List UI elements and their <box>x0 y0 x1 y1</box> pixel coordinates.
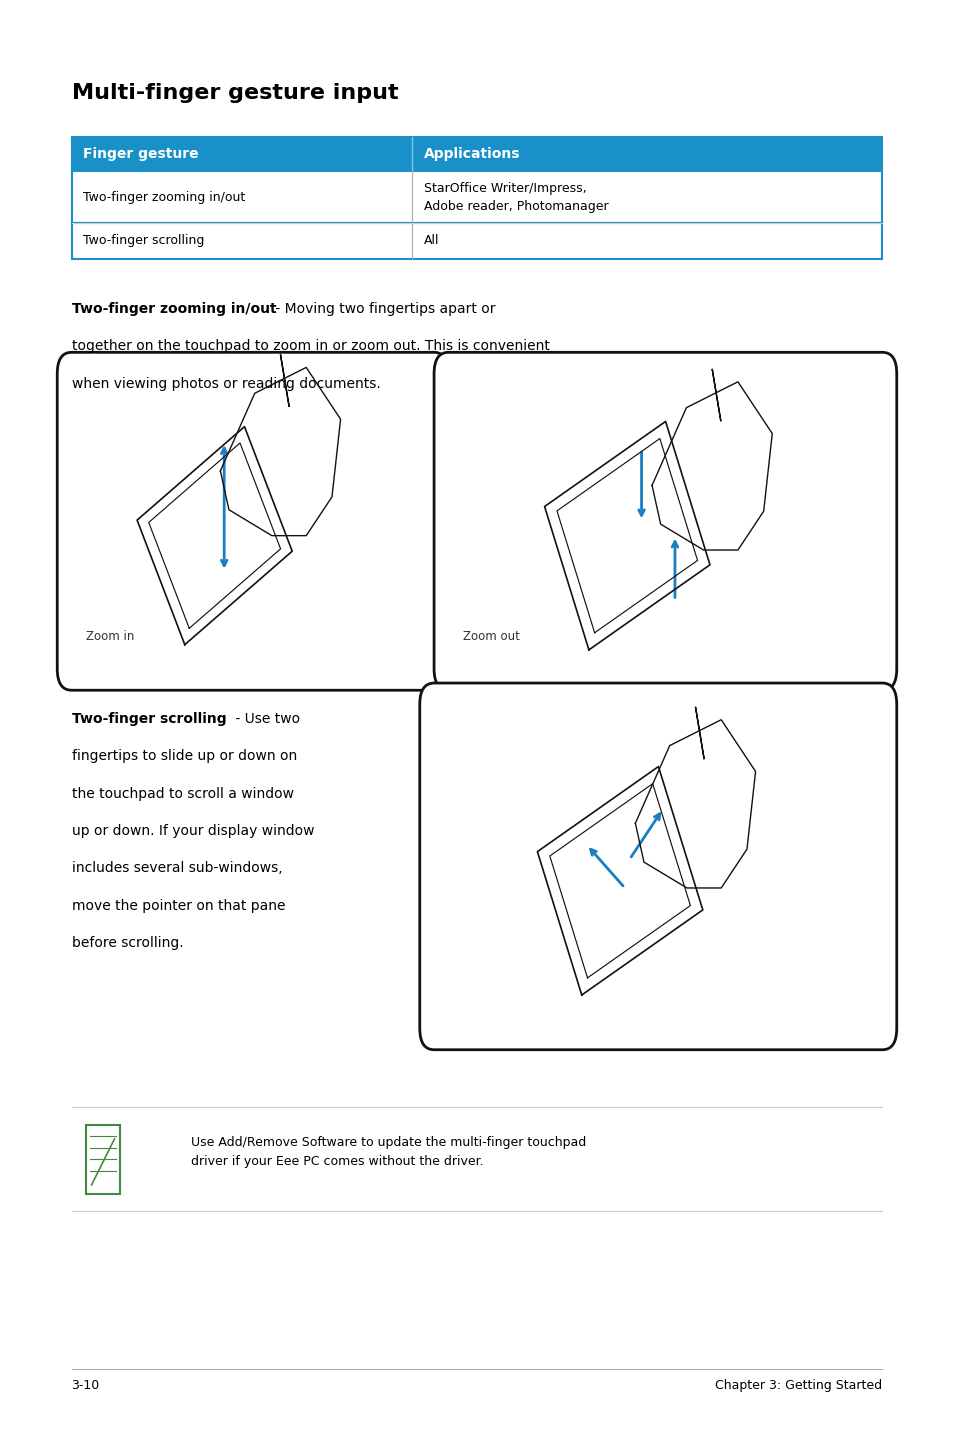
FancyBboxPatch shape <box>71 171 882 223</box>
Text: together on the touchpad to zoom in or zoom out. This is convenient: together on the touchpad to zoom in or z… <box>71 339 549 354</box>
FancyBboxPatch shape <box>57 352 448 690</box>
Text: Two-finger zooming in/out: Two-finger zooming in/out <box>71 302 275 316</box>
Text: StarOffice Writer/Impress,
Adobe reader, Photomanager: StarOffice Writer/Impress, Adobe reader,… <box>423 181 608 213</box>
Text: Zoom in: Zoom in <box>86 630 134 643</box>
Text: when viewing photos or reading documents.: when viewing photos or reading documents… <box>71 377 380 391</box>
Text: Chapter 3: Getting Started: Chapter 3: Getting Started <box>715 1379 882 1392</box>
Text: fingertips to slide up or down on: fingertips to slide up or down on <box>71 749 296 764</box>
Text: Zoom out: Zoom out <box>462 630 519 643</box>
FancyBboxPatch shape <box>71 223 882 259</box>
Text: Use Add/Remove Software to update the multi-finger touchpad
driver if your Eee P: Use Add/Remove Software to update the mu… <box>191 1136 585 1168</box>
Text: includes several sub-windows,: includes several sub-windows, <box>71 861 282 876</box>
Text: move the pointer on that pane: move the pointer on that pane <box>71 899 285 913</box>
Text: - Use two: - Use two <box>231 712 300 726</box>
FancyBboxPatch shape <box>71 137 882 171</box>
Text: up or down. If your display window: up or down. If your display window <box>71 824 314 838</box>
FancyBboxPatch shape <box>434 352 896 690</box>
Text: Applications: Applications <box>423 147 519 161</box>
Text: Two-finger scrolling: Two-finger scrolling <box>71 712 226 726</box>
Text: 3-10: 3-10 <box>71 1379 100 1392</box>
Text: before scrolling.: before scrolling. <box>71 936 183 951</box>
Text: Two-finger zooming in/out: Two-finger zooming in/out <box>83 191 245 204</box>
Text: Multi-finger gesture input: Multi-finger gesture input <box>71 83 397 104</box>
FancyBboxPatch shape <box>86 1125 120 1194</box>
Text: - Moving two fingertips apart or: - Moving two fingertips apart or <box>271 302 495 316</box>
Text: the touchpad to scroll a window: the touchpad to scroll a window <box>71 787 294 801</box>
Text: All: All <box>423 234 438 247</box>
FancyBboxPatch shape <box>419 683 896 1050</box>
Text: Two-finger scrolling: Two-finger scrolling <box>83 234 204 247</box>
Text: Finger gesture: Finger gesture <box>83 147 198 161</box>
